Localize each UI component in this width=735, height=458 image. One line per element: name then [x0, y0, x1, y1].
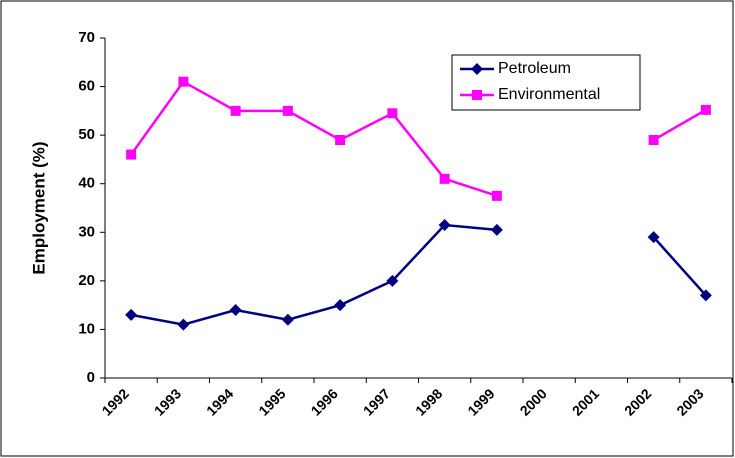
data-point — [281, 313, 294, 326]
series-line — [653, 108, 707, 142]
legend-marker — [471, 63, 483, 75]
y-tick-label: 40 — [78, 175, 95, 192]
data-point — [699, 289, 712, 302]
series-line — [130, 80, 498, 198]
data-point — [125, 308, 138, 321]
y-tick-label: 10 — [78, 320, 95, 337]
data-point — [700, 104, 711, 115]
legend-marker — [472, 90, 482, 100]
data-point — [648, 135, 659, 145]
data-point — [491, 190, 502, 201]
data-point — [386, 274, 399, 287]
legend-label: Environmental — [498, 86, 600, 103]
data-point — [439, 173, 450, 184]
data-point — [230, 105, 241, 116]
data-point — [335, 135, 346, 145]
y-tick-label: 50 — [78, 126, 95, 143]
data-point — [126, 149, 137, 160]
series-line — [652, 236, 707, 297]
y-tick-label: 30 — [78, 223, 95, 240]
y-axis-label: Employment (%) — [29, 141, 48, 274]
data-point — [438, 219, 451, 231]
y-tick-label: 60 — [78, 78, 95, 95]
data-point — [490, 223, 503, 236]
series-line — [130, 223, 497, 326]
legend-box — [451, 54, 641, 111]
data-point — [647, 231, 660, 244]
data-point — [229, 304, 242, 316]
data-point — [178, 76, 189, 87]
legend-label: Petroleum — [498, 60, 571, 77]
data-point — [282, 105, 293, 116]
y-tick-label: 0 — [87, 369, 95, 386]
data-point — [334, 299, 347, 312]
data-point — [177, 318, 190, 331]
data-point — [387, 108, 398, 119]
y-tick-label: 20 — [78, 272, 95, 289]
y-tick-label: 70 — [78, 29, 95, 46]
